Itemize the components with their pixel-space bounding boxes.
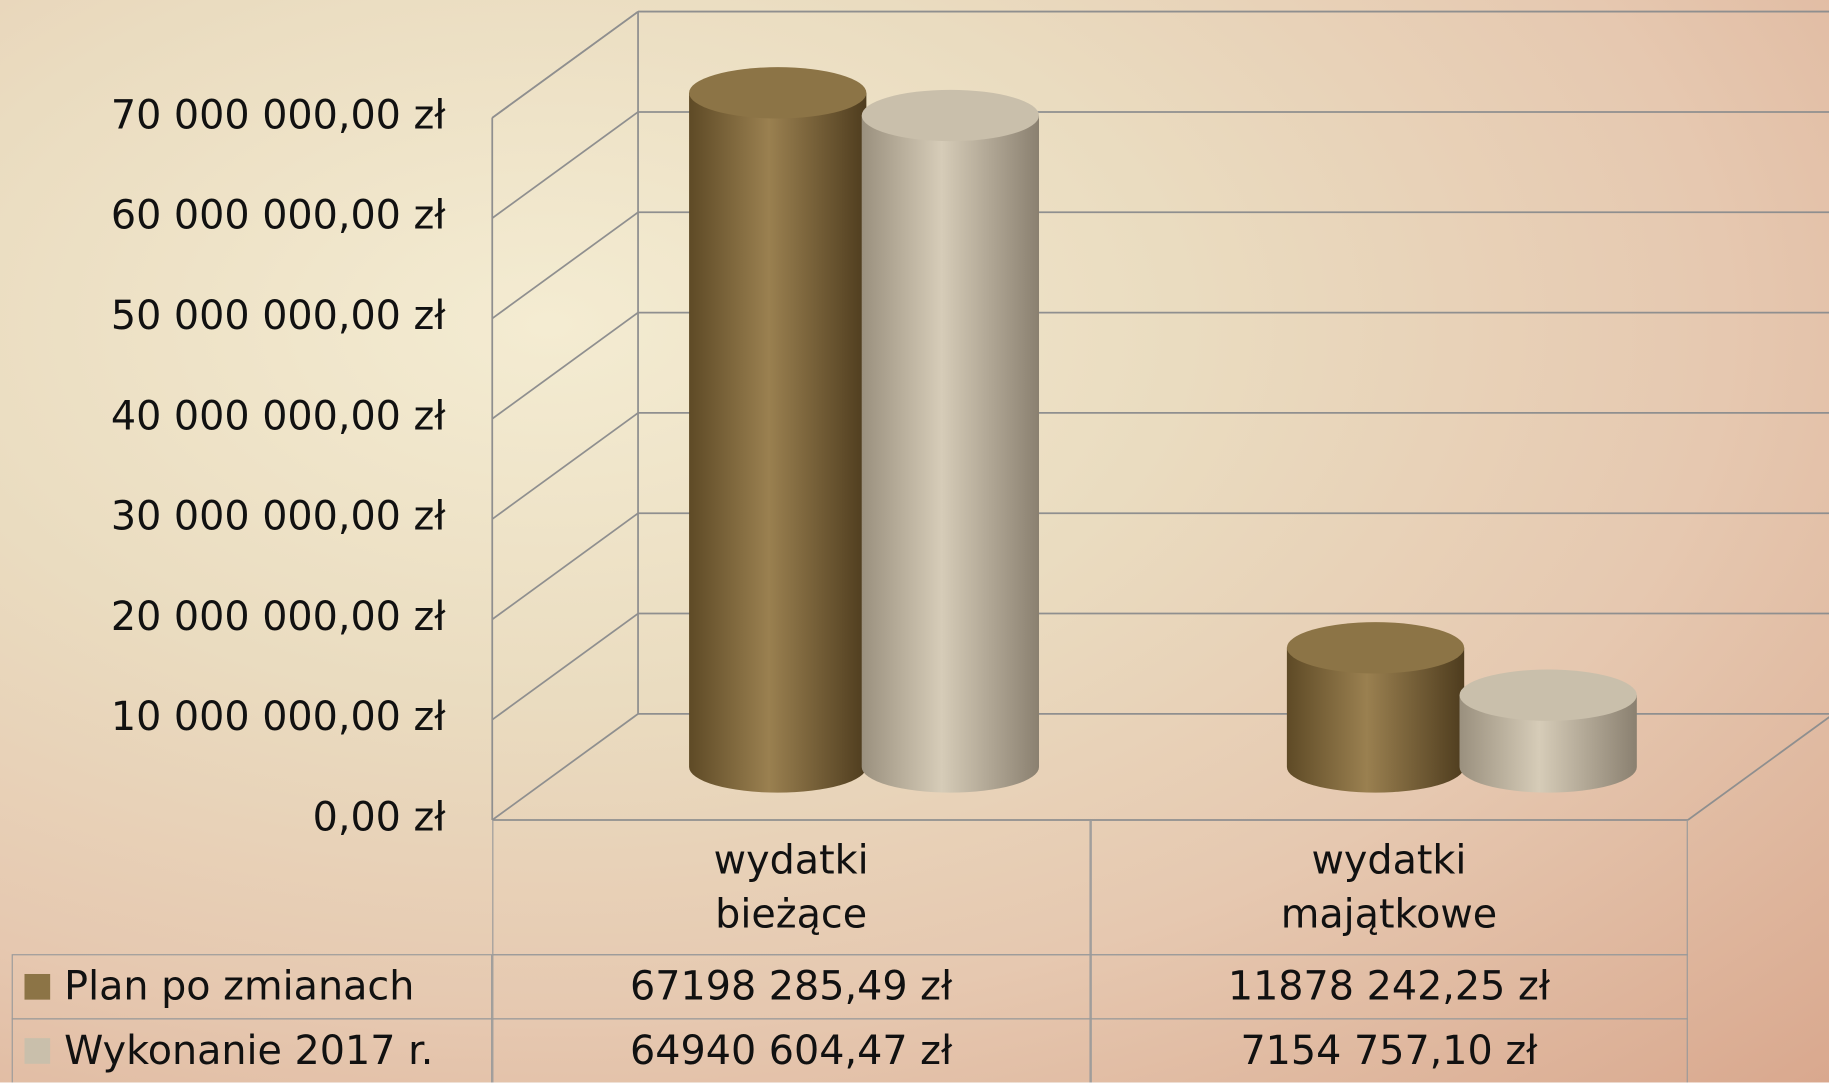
category-cell: wydatki bieżące xyxy=(492,820,1091,956)
legend-cell: Plan po zmianach xyxy=(11,954,493,1020)
y-tick-label: 30 000 000,00 zł xyxy=(111,494,446,540)
grid-line xyxy=(491,311,639,420)
x-tick-label: wydatki majątkowe xyxy=(1280,836,1498,938)
grid-line xyxy=(491,612,639,721)
x-tick-label: wydatki bieżące xyxy=(713,836,869,938)
legend-cell: Wykonanie 2017 r. xyxy=(11,1018,493,1083)
cylinder-body xyxy=(689,92,867,793)
grid-line xyxy=(491,10,639,119)
floor-edge xyxy=(1687,716,1829,821)
value-cell: 7154 757,10 zł xyxy=(1090,1018,1688,1083)
y-tick-label: 10 000 000,00 zł xyxy=(111,694,446,740)
cylinder-body xyxy=(861,115,1040,793)
value-cell: 11878 242,25 zł xyxy=(1090,954,1688,1020)
grid-line xyxy=(491,111,639,219)
grid-line xyxy=(491,512,639,621)
data-label: 7154 757,10 zł xyxy=(1240,1027,1538,1075)
cylinder-body xyxy=(1459,695,1637,793)
legend-swatch xyxy=(24,973,51,1000)
grid-line xyxy=(491,713,639,821)
y-tick-label: 40 000 000,00 zł xyxy=(111,393,446,439)
cylinder-top xyxy=(861,89,1040,142)
category-cell: wydatki majątkowe xyxy=(1090,820,1688,956)
data-label: 64940 604,47 zł xyxy=(630,1027,953,1075)
cylinder-top xyxy=(689,67,867,119)
cylinder-body xyxy=(1286,647,1465,793)
legend-label: Wykonanie 2017 r. xyxy=(64,1027,434,1075)
cylinder-top xyxy=(1459,669,1637,721)
data-label: 11878 242,25 zł xyxy=(1227,963,1551,1011)
y-tick-label: 70 000 000,00 zł xyxy=(111,92,446,138)
cylinder-top xyxy=(1286,622,1465,674)
grid-line xyxy=(491,412,639,520)
data-label: 67198 285,49 zł xyxy=(630,963,953,1011)
y-tick-label: 60 000 000,00 zł xyxy=(111,193,446,239)
y-tick-label: 0,00 zł xyxy=(313,795,447,841)
legend-swatch xyxy=(24,1038,51,1064)
y-tick-label: 50 000 000,00 zł xyxy=(111,293,446,339)
value-cell: 64940 604,47 zł xyxy=(492,1018,1091,1083)
y-tick-label: 20 000 000,00 zł xyxy=(111,594,446,640)
grid-line xyxy=(491,211,639,320)
value-cell: 67198 285,49 zł xyxy=(492,954,1091,1020)
legend-label: Plan po zmianach xyxy=(64,963,415,1011)
